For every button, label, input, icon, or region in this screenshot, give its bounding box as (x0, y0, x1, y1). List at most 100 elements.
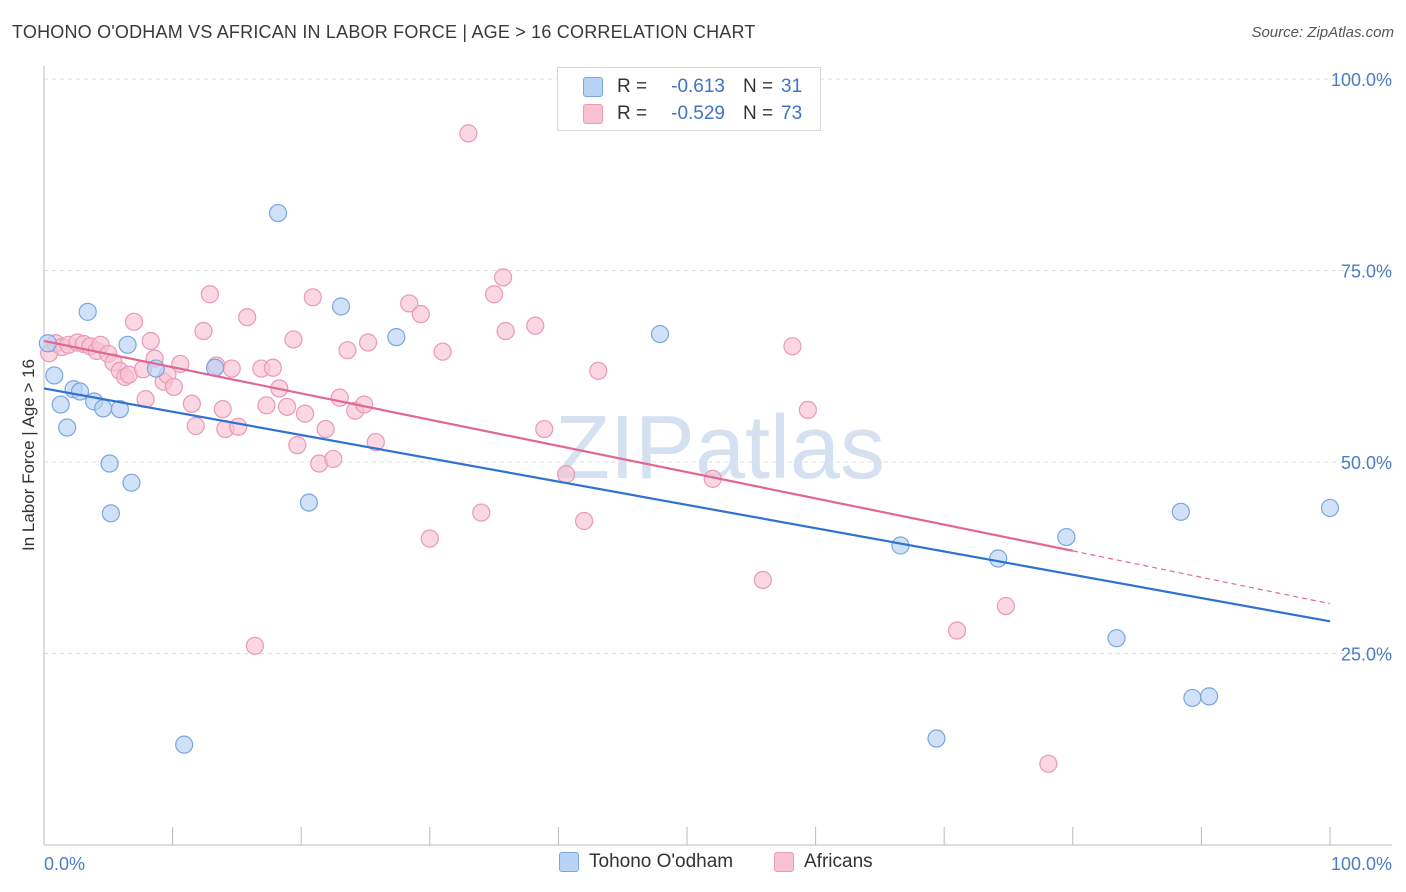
y-tick-label: 100.0% (1331, 70, 1392, 90)
bottom-legend-tohono: Tohono O'odham (559, 851, 733, 873)
tohono-point (268, 203, 288, 223)
african-point (284, 330, 303, 349)
african-point (303, 288, 322, 307)
legend-n-value: 73 (781, 103, 803, 124)
legend-n-key: N = (743, 103, 774, 124)
tohono-point (1200, 687, 1219, 706)
african-point (316, 419, 335, 439)
african-point (400, 294, 419, 313)
african-point (229, 417, 248, 436)
african-point (213, 400, 232, 419)
tohono-point (101, 504, 120, 523)
bottom-legend: Tohono O'odham Africans (0, 851, 1406, 877)
african-point (124, 312, 144, 331)
tohono-point (175, 735, 194, 754)
african-point (164, 377, 183, 397)
tohono-point (1320, 498, 1340, 518)
african-point (358, 333, 378, 352)
tohono-point (94, 399, 113, 418)
african-trend-extension (1072, 550, 1331, 605)
african-point (245, 636, 265, 655)
tohono-point (122, 473, 141, 492)
african-point (526, 316, 545, 335)
bottom-legend-swatch-tohono (559, 852, 579, 872)
tohono-point (51, 395, 70, 414)
african-point (182, 394, 201, 413)
african-point (295, 404, 315, 423)
african-point (238, 308, 257, 327)
source-label: Source: ZipAtlas.com (1251, 24, 1394, 41)
african-point (485, 285, 504, 304)
african-point (200, 285, 219, 304)
tohono-point (299, 493, 319, 512)
african-point (459, 124, 478, 143)
african-point (222, 359, 241, 378)
y-axis-title: In Labor Force | Age > 16 (19, 359, 38, 551)
african-point (575, 511, 594, 531)
tohono-trend-line (43, 387, 1331, 623)
african-point (557, 465, 576, 484)
data-points (38, 124, 1340, 773)
tohono-point (1107, 629, 1126, 648)
legend-row-africans: R = -0.529 N = 73 (558, 100, 802, 128)
african-point (420, 529, 439, 548)
bottom-legend-label-tohono: Tohono O'odham (589, 851, 734, 872)
tohono-point (650, 324, 670, 344)
tohono-point (989, 549, 1008, 568)
x-tick-label: 100.0% (1331, 854, 1392, 874)
tohono-point (100, 454, 119, 473)
tohono-point (1183, 688, 1202, 708)
tohono-point (110, 400, 129, 419)
legend-row-tohono: R = -0.613 N = 31 (558, 73, 802, 101)
african-point (798, 400, 817, 420)
african-point (589, 361, 608, 380)
legend-swatch-africans (583, 104, 603, 124)
african-point (494, 268, 513, 287)
tohono-point (70, 382, 90, 401)
african-point (996, 596, 1016, 616)
y-tick-label: 50.0% (1341, 453, 1392, 473)
tohono-point (1171, 502, 1190, 521)
trend-lines (43, 339, 1331, 623)
legend-r-value: -0.529 (671, 103, 725, 124)
african-point (366, 432, 385, 452)
african-point (753, 570, 772, 590)
african-point (288, 436, 307, 455)
african-point (263, 358, 283, 377)
african-point (783, 337, 802, 356)
y-tick-label: 25.0% (1341, 645, 1392, 665)
bottom-legend-label-africans: Africans (804, 851, 873, 872)
african-point (433, 342, 452, 361)
grid-lines (44, 78, 1392, 654)
african-point (472, 503, 491, 522)
african-point (194, 321, 213, 341)
tohono-point (45, 366, 64, 385)
legend-r-key: R = (617, 76, 648, 97)
african-point (338, 341, 357, 360)
tohono-point (1057, 527, 1076, 547)
tohono-point (118, 335, 137, 354)
legend: R = -0.613 N = 31 R = -0.529 N = 73 (557, 67, 821, 131)
african-trend-line (43, 339, 1074, 552)
african-point (257, 396, 276, 415)
tohono-point (387, 328, 406, 347)
african-point (186, 416, 205, 436)
tohono-point (331, 297, 351, 316)
legend-n-key: N = (743, 76, 774, 97)
bottom-legend-swatch-africans (774, 852, 794, 872)
african-point (496, 321, 515, 341)
african-point (1039, 754, 1058, 773)
african-point (141, 331, 160, 351)
african-point (535, 419, 554, 439)
african-point (324, 449, 343, 469)
axis-labels: 25.0% 50.0% 75.0% 100.0% 0.0% 100.0% In Labor … (19, 70, 1392, 874)
legend-r-value: -0.613 (671, 76, 725, 97)
african-point (947, 621, 967, 640)
tohono-point (927, 729, 946, 748)
chart-title: TOHONO O'ODHAM VS AFRICAN IN LABOR FORCE… (12, 22, 756, 42)
tohono-point (78, 302, 97, 321)
legend-r-key: R = (617, 103, 648, 124)
y-tick-label: 75.0% (1341, 262, 1392, 282)
x-tick-label: 0.0% (44, 854, 85, 874)
